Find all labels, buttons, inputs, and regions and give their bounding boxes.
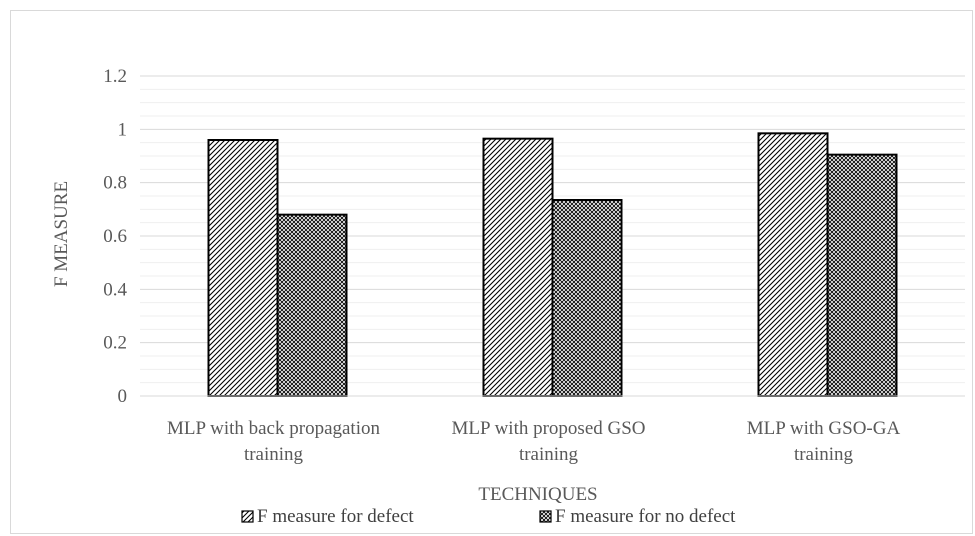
legend-swatch <box>241 510 254 523</box>
legend-item: F measure for defect <box>241 506 414 527</box>
x-category-label: training <box>244 444 304 465</box>
y-tick-label: 1 <box>118 119 128 140</box>
bar-no-defect <box>551 199 623 397</box>
bar-no-defect <box>826 153 898 397</box>
x-category-label: training <box>519 444 579 465</box>
legend-swatch <box>539 510 552 523</box>
y-tick-label: 0.2 <box>103 333 127 354</box>
x-category-label: MLP with back propagation <box>167 418 381 439</box>
legend-label: F measure for defect <box>257 506 414 527</box>
bar-defect <box>757 132 829 397</box>
legend: F measure for defect F measure for no def… <box>241 506 736 527</box>
x-axis-title: TECHNIQUES <box>478 484 597 505</box>
y-axis-title: F MEASURE <box>51 181 72 287</box>
y-tick-label: 0.6 <box>103 226 127 247</box>
bar-defect <box>482 137 554 398</box>
x-category-label: MLP with proposed GSO <box>451 418 645 439</box>
category-labels: MLP with back propagation training MLP wit… <box>167 418 900 465</box>
y-tick-label: 0 <box>118 386 128 407</box>
legend-label: F measure for no defect <box>555 506 736 527</box>
x-category-label: MLP with GSO-GA <box>747 418 901 439</box>
bar-no-defect <box>276 213 348 397</box>
legend-item: F measure for no defect <box>539 506 736 527</box>
y-tick-label: 1.2 <box>103 66 127 87</box>
x-category-label: training <box>794 444 854 465</box>
y-axis-ticks: 0 0.2 0.4 0.6 0.8 1 1.2 <box>103 66 127 407</box>
bar-defect <box>207 139 279 397</box>
y-tick-label: 0.8 <box>103 173 127 194</box>
bars <box>207 132 898 398</box>
y-tick-label: 0.4 <box>103 279 127 300</box>
